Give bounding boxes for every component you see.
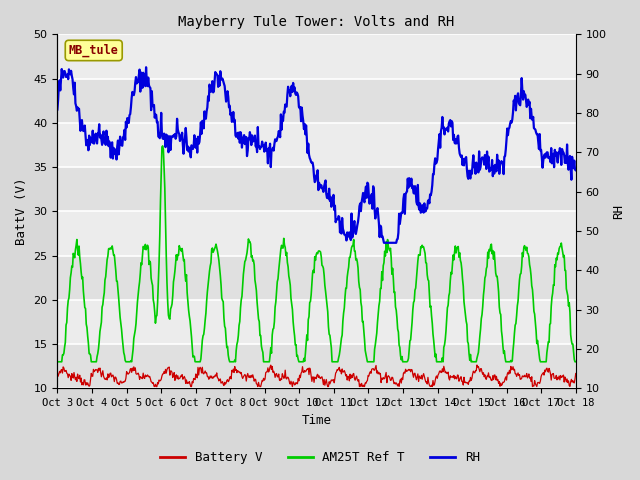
Bar [58,123,576,167]
Bar [58,344,576,388]
Bar [58,167,576,211]
Bar [58,300,576,344]
Bar [58,35,576,79]
Legend: Battery V, AM25T Ref T, RH: Battery V, AM25T Ref T, RH [155,446,485,469]
Y-axis label: RH: RH [612,204,625,219]
X-axis label: Time: Time [301,414,332,427]
Bar [58,211,576,255]
Title: Mayberry Tule Tower: Volts and RH: Mayberry Tule Tower: Volts and RH [179,15,455,29]
Text: MB_tule: MB_tule [69,44,118,57]
Bar [58,255,576,300]
Y-axis label: BattV (V): BattV (V) [15,178,28,245]
Bar [58,79,576,123]
